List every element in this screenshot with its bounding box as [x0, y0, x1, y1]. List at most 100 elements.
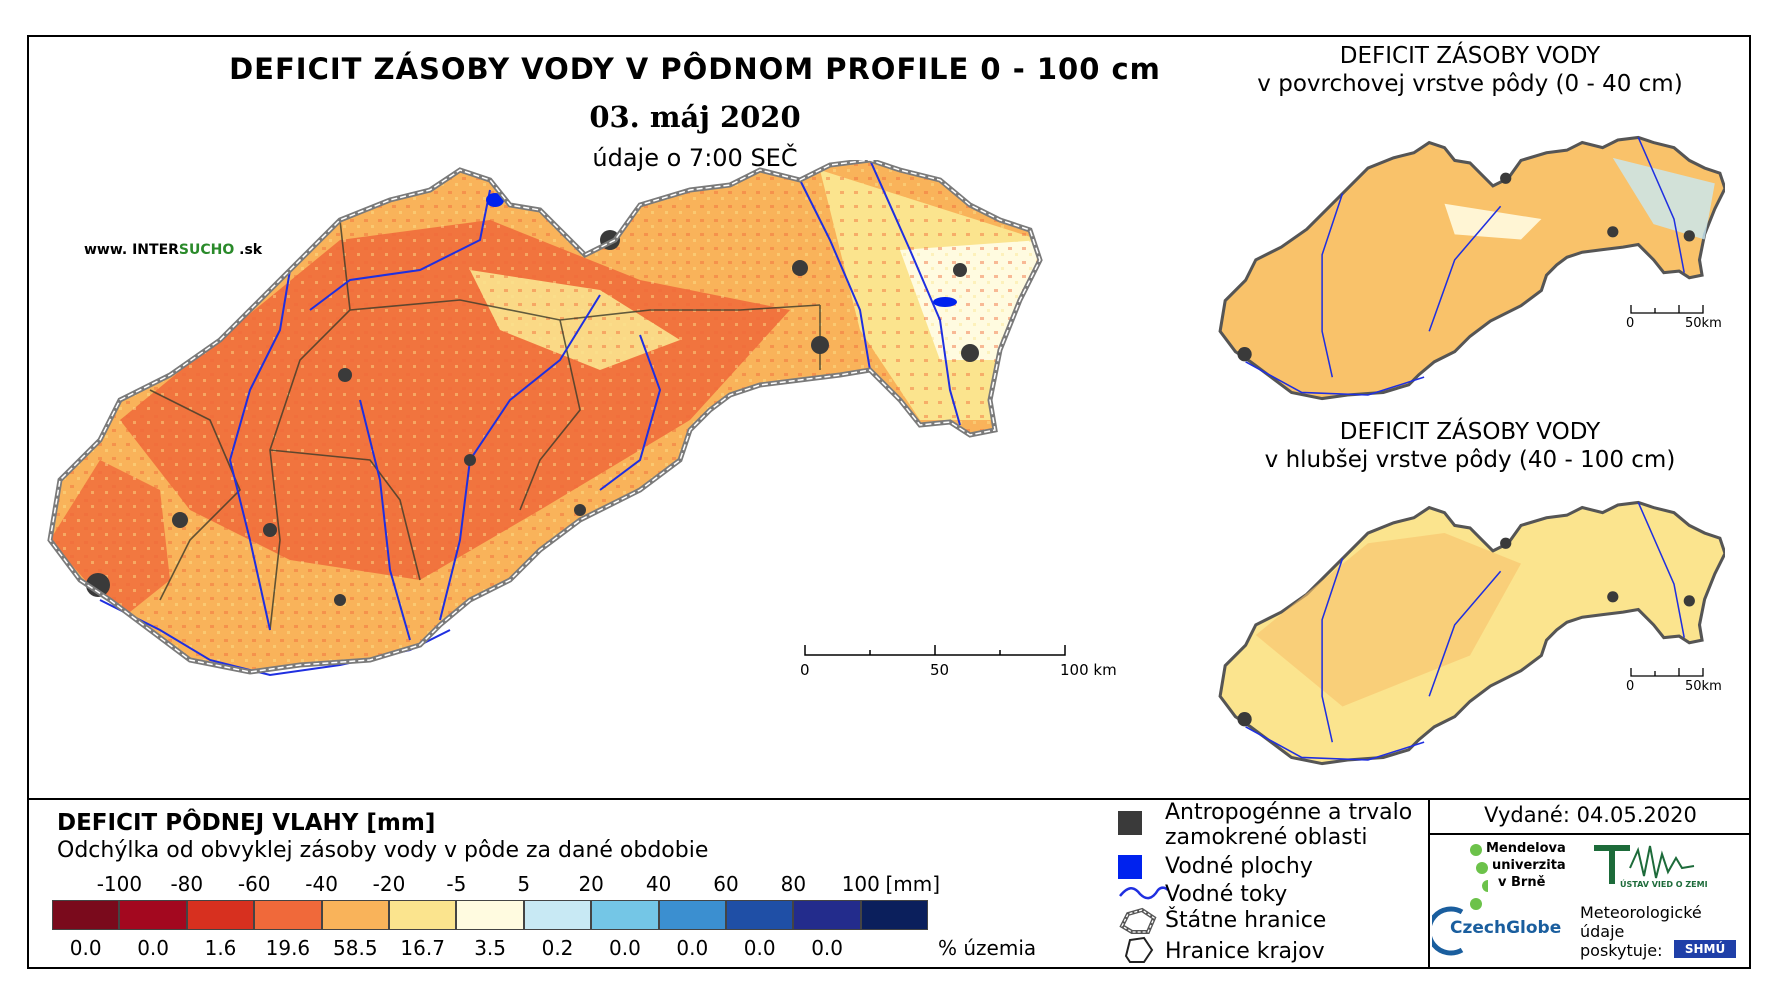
- main-scale-bar: [804, 645, 1066, 656]
- key-water-areas: Vodné plochy: [1165, 854, 1313, 879]
- legend-title: DEFICIT PÔDNEJ VLAHY [mm]: [57, 810, 436, 836]
- key-anthro-line2: zamokrené oblasti: [1165, 825, 1368, 850]
- divider: [27, 798, 1751, 800]
- side-scale-1-zero: 0: [1626, 316, 1635, 331]
- legend-swatch: [388, 900, 457, 930]
- issued-date: Vydané: 04.05.2020: [1484, 803, 1697, 827]
- divider: [1428, 798, 1430, 969]
- divider: [1428, 833, 1751, 835]
- scale-label-0: 0: [800, 661, 810, 679]
- legend-boundary-label: 80: [780, 872, 807, 896]
- legend-percentage: 0.0: [676, 936, 709, 960]
- mendel-logo: [1468, 843, 1494, 927]
- legend-boundary-label: 60: [713, 872, 739, 896]
- surface-layer-map: [1218, 135, 1725, 401]
- legend-percentage: 0.0: [608, 936, 641, 960]
- meteo-line2: údaje: [1580, 922, 1625, 941]
- legend-percentages: 0.0 0.0 1.6 19.6 58.5 16.7 3.5 0.2 0.0 0.0 0.0 0.0: [52, 936, 952, 960]
- legend-percentage: 0.2: [541, 936, 574, 960]
- legend-percentage: 0.0: [811, 936, 843, 960]
- region-border-symbol: [1124, 936, 1154, 963]
- legend-pct-unit: % územia: [938, 936, 1037, 960]
- mendel-line3: v Brně: [1498, 875, 1546, 890]
- ustav-logo-icon: [1594, 845, 1695, 884]
- side-map-1-title-line2: v povrchovej vrstve pôdy (0 - 40 cm): [1257, 71, 1683, 97]
- legend-swatch: [52, 900, 120, 930]
- key-anthropogenic: Antropogénne a trvalo zamokrené oblasti: [1165, 800, 1412, 850]
- meteo-provider: Meteorologické údaje poskytuje:: [1580, 903, 1702, 960]
- key-state-border: Štátne hranice: [1165, 908, 1327, 933]
- mendel-line1: Mendelova: [1486, 841, 1566, 856]
- mendel-line2: univerzita: [1492, 858, 1566, 873]
- meteo-line1: Meteorologické: [1580, 903, 1702, 922]
- anthropogenic-swatch: [1118, 811, 1142, 835]
- deep-layer-map: [1218, 500, 1725, 766]
- key-region-border: Hranice krajov: [1165, 939, 1325, 964]
- site-url: www. INTERSUCHO .sk: [84, 242, 262, 258]
- scale-label-100: 100 km: [1060, 661, 1117, 679]
- legend-percentage: 0.0: [137, 936, 169, 960]
- side-scale-bar-2: [1630, 668, 1704, 677]
- site-suffix: .sk: [234, 242, 263, 258]
- legend-percentage: 1.6: [204, 936, 237, 960]
- legend-unit: [mm]: [885, 872, 941, 896]
- site-accent: SUCHO: [178, 242, 235, 258]
- mendel-dots-icon: [1470, 844, 1494, 910]
- legend-boundary-label: -40: [305, 872, 338, 896]
- legend-boundary-label: 20: [578, 872, 604, 896]
- legend-boundary-label: 40: [645, 872, 672, 896]
- legend-swatch: [860, 900, 929, 930]
- legend-percentage: 58.5: [333, 936, 378, 960]
- legend-boundary-label: 100: [841, 872, 880, 896]
- key-anthro-line1: Antropogénne a trvalo: [1165, 800, 1413, 825]
- side-scale-2-zero: 0: [1626, 679, 1635, 694]
- legend-boundary-label: -5: [446, 872, 467, 896]
- legend-swatch: [793, 900, 861, 930]
- mendel-text: Mendelova univerzita v Brně: [1486, 840, 1566, 891]
- side-map-2-title-line1: DEFICIT ZÁSOBY VODY: [1339, 419, 1601, 445]
- legend-boundary-label: -60: [237, 872, 271, 896]
- legend-swatch: [119, 900, 187, 930]
- map-time: údaje o 7:00 SEČ: [592, 144, 798, 172]
- legend-swatch: [321, 900, 389, 930]
- main-map: [40, 160, 1180, 677]
- legend-percentage: 19.6: [265, 936, 311, 960]
- shmu-logo: SHMÚ: [1674, 940, 1736, 958]
- legend-boundary-label: -100: [96, 872, 143, 896]
- side-map-2-title: DEFICIT ZÁSOBY VODY v hlubšej vrstve pôd…: [1210, 418, 1730, 474]
- scale-label-50: 50: [930, 661, 950, 679]
- side-map-2-title-line2: v hlubšej vrstve pôdy (40 - 100 cm): [1264, 447, 1676, 473]
- legend-color-bar: [52, 900, 929, 930]
- legend-boundary-label: -80: [170, 872, 204, 896]
- side-scale-1-end: 50km: [1685, 316, 1722, 331]
- legend-swatch: [254, 900, 322, 930]
- site-prefix: www. INTER: [84, 242, 179, 258]
- legend-swatch: [725, 900, 794, 930]
- key-rivers: Vodné toky: [1165, 882, 1288, 907]
- legend-percentage: 3.5: [474, 936, 506, 960]
- legend-boundary-label: 5: [517, 872, 531, 896]
- legend-percentage: 16.7: [400, 936, 445, 960]
- legend-percentage: 0.0: [743, 936, 776, 960]
- state-border-symbol: [1119, 907, 1157, 934]
- legend-swatch: [523, 900, 592, 930]
- side-scale-bar-1: [1630, 305, 1704, 314]
- side-scale-2-end: 50km: [1685, 679, 1722, 694]
- legend-percentage: 0.0: [69, 936, 102, 960]
- legend-swatch: [456, 900, 524, 930]
- map-title: DEFICIT ZÁSOBY VODY V PÔDNOM PROFILE 0 -…: [229, 52, 1161, 86]
- czechglobe-logo: CzechGlobe: [1450, 918, 1562, 938]
- side-map-1-title: DEFICIT ZÁSOBY VODY v povrchovej vrstve …: [1210, 42, 1730, 98]
- legend-swatch: [658, 900, 726, 930]
- ustav-text: ÚSTAV VIED O ZEMI: [1620, 880, 1708, 889]
- czechglobe-icon: [1432, 906, 1464, 956]
- meteo-line3: poskytuje:: [1580, 941, 1663, 960]
- river-symbol: [1119, 886, 1169, 900]
- water-area-swatch: [1118, 855, 1142, 879]
- side-map-1-title-line1: DEFICIT ZÁSOBY VODY: [1339, 43, 1601, 69]
- legend-subtitle: Odchýlka od obvyklej zásoby vody v pôde …: [57, 838, 709, 863]
- legend-swatch: [186, 900, 255, 930]
- map-date: 03. máj 2020: [589, 100, 801, 134]
- legend-boundary-labels: -100 -80 -60 -40 -20 -5 5 20 40 60 80 100 [mm]: [52, 872, 952, 896]
- legend-boundary-label: -20: [372, 872, 406, 896]
